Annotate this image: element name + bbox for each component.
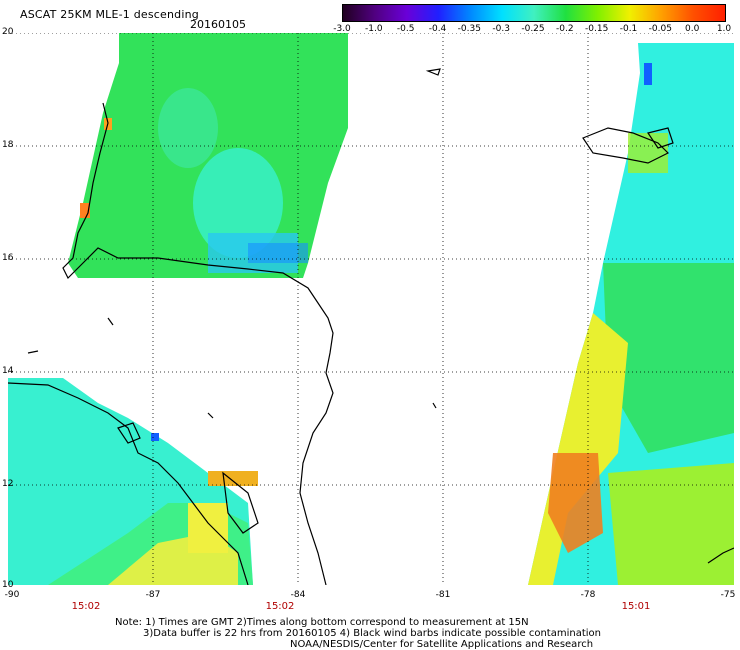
lon-label-84: -84	[291, 590, 306, 600]
lon-label-90: -90	[5, 590, 20, 600]
lat-label-10: 10	[2, 580, 13, 590]
swath-map	[8, 33, 734, 585]
lon-label-78: -78	[581, 590, 596, 600]
note-line-1: Note: 1) Times are GMT 2)Times along bot…	[115, 617, 529, 628]
time-label-west: 15:02	[72, 601, 101, 612]
lon-label-81: -81	[436, 590, 451, 600]
swath-west-lower	[8, 378, 258, 585]
lon-label-75: -75	[721, 590, 736, 600]
lat-label-16: 16	[2, 253, 13, 263]
colorbar	[342, 4, 726, 22]
swath-east	[528, 43, 734, 585]
time-label-center: 15:02	[266, 601, 295, 612]
note-line-3: NOAA/NESDIS/Center for Satellite Applica…	[290, 639, 593, 650]
swath-west-upper	[68, 33, 348, 278]
lat-label-18: 18	[2, 140, 13, 150]
time-label-east: 15:01	[622, 601, 651, 612]
note-line-2: 3)Data buffer is 22 hrs from 20160105 4)…	[143, 628, 601, 639]
product-title: ASCAT 25KM MLE-1 descending	[20, 8, 199, 21]
lat-label-20: 20	[2, 27, 13, 37]
lat-label-14: 14	[2, 366, 13, 376]
lat-label-12: 12	[2, 479, 13, 489]
product-date: 20160105	[190, 18, 246, 31]
lon-label-87: -87	[146, 590, 161, 600]
